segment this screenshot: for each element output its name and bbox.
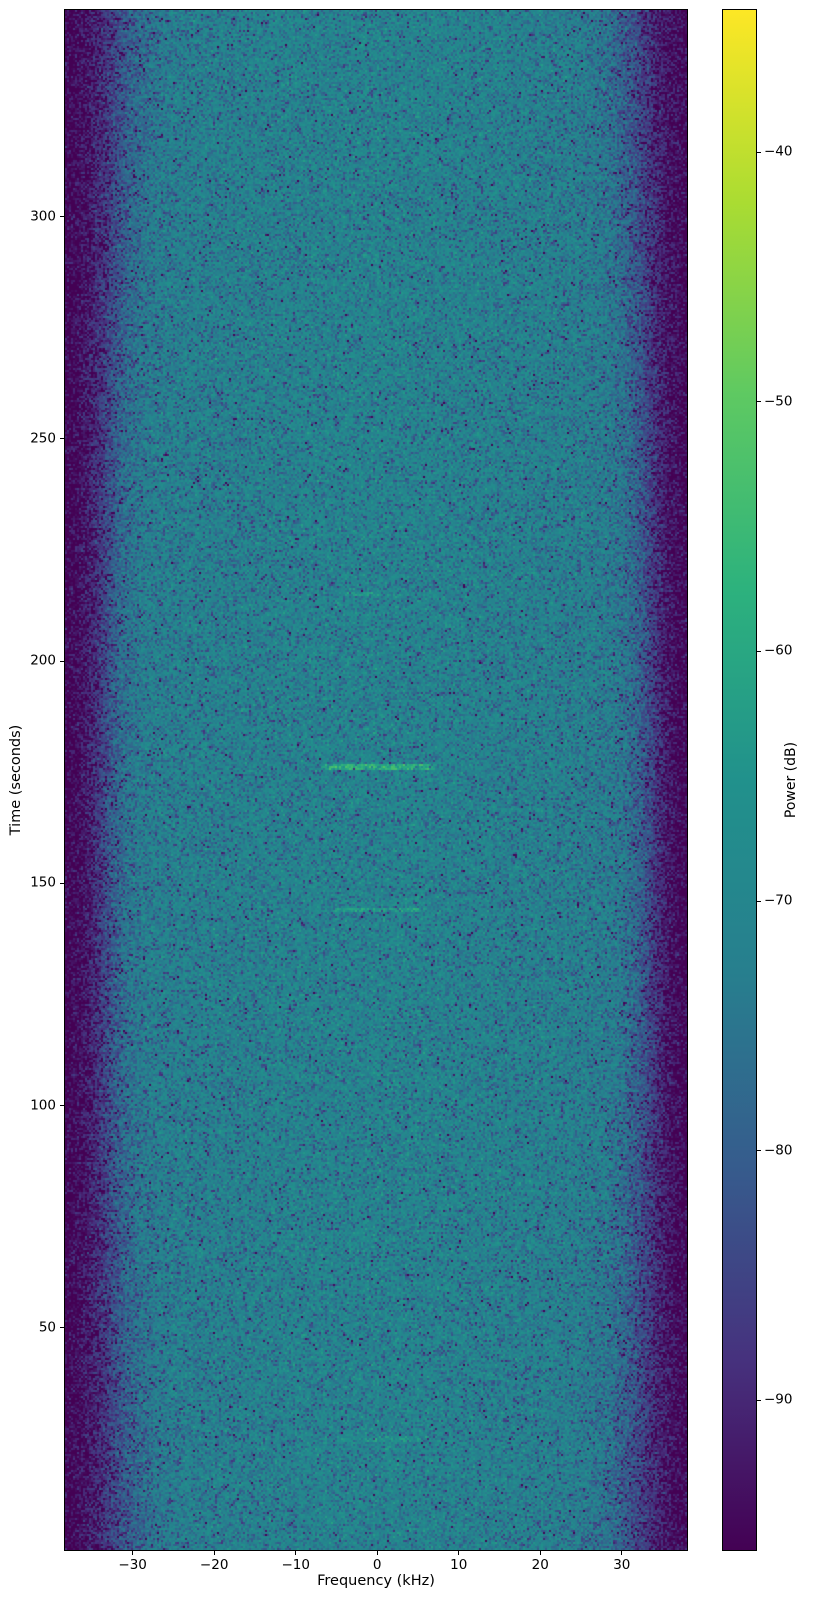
x-tick-label: −10 <box>281 1557 310 1573</box>
colorbar-tick-mark <box>757 900 761 902</box>
y-axis-label: Time (seconds) <box>7 724 24 836</box>
colorbar-tick-label: −50 <box>764 393 793 410</box>
x-tick-label: 10 <box>450 1557 468 1573</box>
colorbar-tick-label: −70 <box>764 892 793 909</box>
colorbar-tick-label: −40 <box>764 143 793 160</box>
colorbar-tick-mark <box>757 151 761 153</box>
y-tick-label: 150 <box>30 874 56 891</box>
y-tick-mark <box>60 438 64 440</box>
x-tick-mark <box>132 1551 134 1555</box>
colorbar-label: Power (dB) <box>783 741 799 819</box>
y-tick-mark <box>60 1105 64 1107</box>
x-tick-label: 20 <box>531 1557 549 1573</box>
x-tick-label: −30 <box>118 1557 147 1573</box>
colorbar-tick-mark <box>757 1399 761 1401</box>
y-tick-label: 100 <box>30 1096 56 1113</box>
plot-area <box>64 9 688 1551</box>
y-tick-label: 50 <box>38 1319 56 1336</box>
y-tick-label: 250 <box>30 430 56 447</box>
x-tick-label: 30 <box>613 1557 631 1573</box>
colorbar <box>722 9 757 1551</box>
x-tick-mark <box>621 1551 623 1555</box>
x-tick-label: 0 <box>372 1557 382 1573</box>
y-tick-label: 200 <box>30 652 56 669</box>
colorbar-tick-label: −90 <box>764 1391 793 1408</box>
y-tick-mark <box>60 1327 64 1329</box>
y-tick-mark <box>60 216 64 218</box>
colorbar-tick-label: −80 <box>764 1141 793 1158</box>
x-tick-label: −20 <box>199 1557 229 1573</box>
x-tick-mark <box>295 1551 297 1555</box>
x-tick-mark <box>539 1551 541 1555</box>
x-tick-mark <box>458 1551 460 1555</box>
colorbar-tick-mark <box>757 1150 761 1152</box>
x-tick-mark <box>376 1551 378 1555</box>
colorbar-tick-mark <box>757 650 761 652</box>
spectrogram-image <box>65 10 687 1550</box>
colorbar-gradient <box>723 10 756 1550</box>
colorbar-tick-label: −60 <box>764 642 793 659</box>
y-tick-mark <box>60 660 64 662</box>
x-axis-label: Frequency (kHz) <box>317 1573 435 1589</box>
y-tick-label: 300 <box>30 207 56 224</box>
colorbar-tick-mark <box>757 401 761 403</box>
x-tick-mark <box>213 1551 215 1555</box>
y-tick-mark <box>60 882 64 884</box>
